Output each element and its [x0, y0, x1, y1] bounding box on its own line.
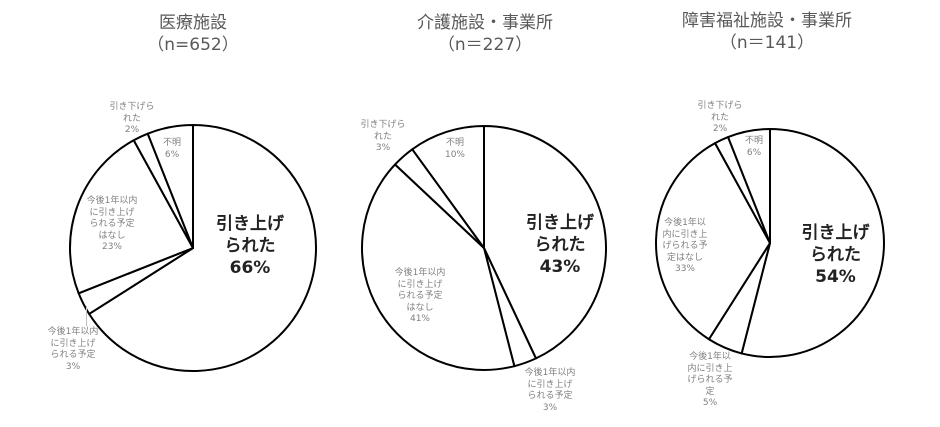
pie-slice — [411, 125, 485, 249]
chart-sample-size: （n＝227） — [437, 35, 533, 55]
chart-sample-size: （n＝141） — [719, 33, 815, 53]
pie-graphic — [69, 124, 317, 372]
slice-label-raised: 引き上げ られた 54% — [801, 223, 870, 287]
chart-title-text: 介護施設・事業所 — [417, 13, 553, 33]
pie-chart-medical: 医療施設 （n=652） 引き上げ られた 66% 今後1年以内 に引き上げ ら… — [0, 0, 320, 427]
slice-label-planned: 今後1年以内 に引き上げ られる予定 3% — [47, 327, 99, 372]
pie-slice — [88, 124, 317, 372]
slice-label-lowered: 引き下げら れた 2% — [697, 101, 743, 134]
chart-title-text: 医療施設 — [159, 13, 227, 33]
pie-slice — [483, 125, 608, 360]
slice-label-planned: 今後1年以 内に引き上 げられる予 定 5% — [687, 352, 733, 408]
pie-slice — [146, 124, 194, 249]
pie-slice — [740, 128, 885, 358]
slice-label-raised: 引き上げ られた 66% — [216, 214, 284, 278]
chart-sample-size: （n=652） — [147, 35, 239, 55]
leader-line — [86, 306, 87, 326]
slice-label-unknown: 不明 6% — [162, 138, 181, 160]
slice-label-raised: 引き上げ られた 43% — [526, 213, 594, 277]
chart-title: 医療施設 （n=652） — [93, 12, 293, 56]
slice-label-not-planned: 今後1年以内 に引き上げ られる予定 はなし 23% — [86, 196, 138, 252]
slice-label-not-planned: 今後1年以 内に引き上 げられる予 定はなし 33% — [662, 218, 708, 274]
chart-title: 介護施設・事業所 （n＝227） — [385, 12, 585, 56]
slice-label-lowered: 引き下げら れた 2% — [109, 102, 155, 135]
slice-label-unknown: 不明 6% — [744, 136, 763, 158]
pie-slice — [727, 128, 771, 244]
slice-label-planned: 今後1年以内 に引き上げ られる予定 3% — [524, 368, 576, 413]
slice-label-not-planned: 今後1年以内 に引き上げ られる予定 はなし 41% — [394, 268, 446, 324]
slice-label-lowered: 引き下げら れた 3% — [360, 120, 406, 153]
pie-slice — [69, 139, 194, 295]
slice-label-unknown: 不明 10% — [444, 138, 465, 160]
chart-title-text: 障害福祉施設・事業所 — [682, 11, 852, 31]
chart-title: 障害福祉施設・事業所 （n＝141） — [662, 10, 872, 54]
pie-slice — [361, 163, 516, 371]
